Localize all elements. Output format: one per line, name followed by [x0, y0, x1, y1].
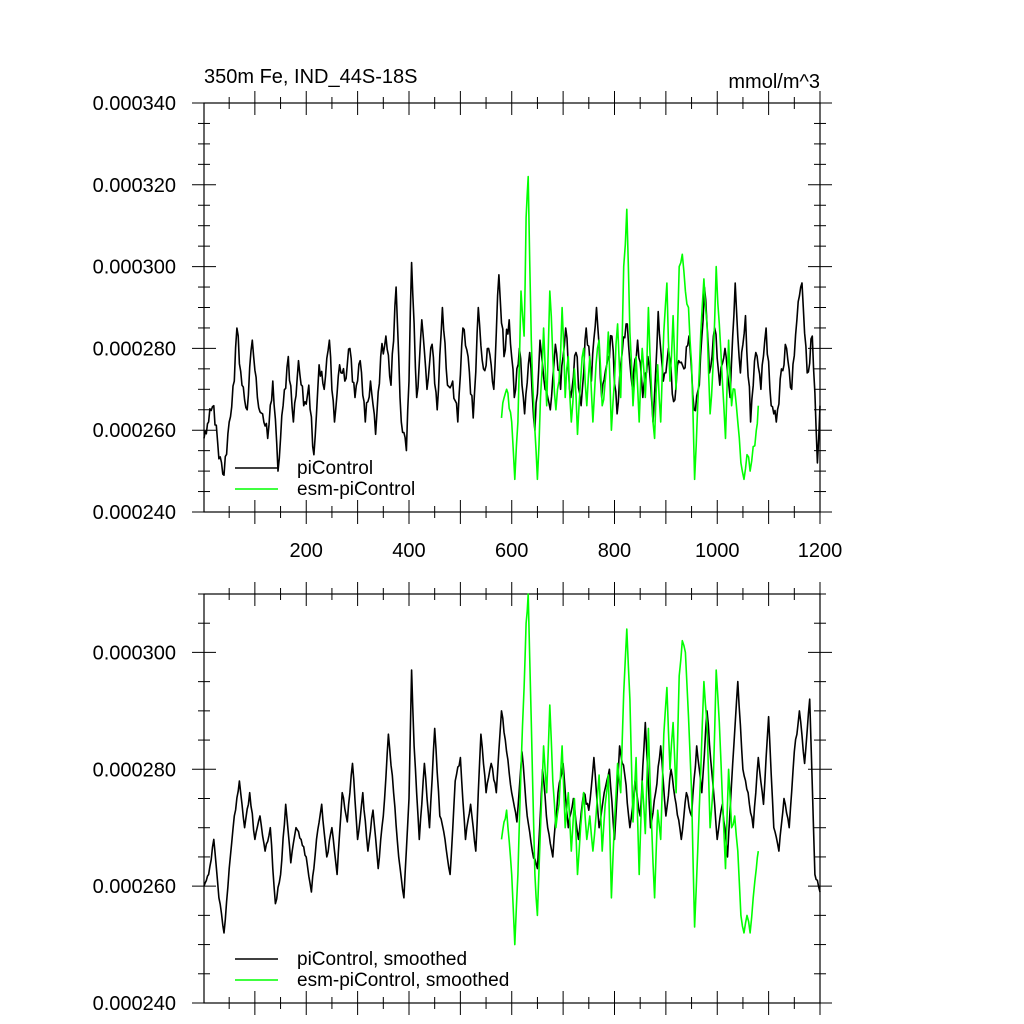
y-tick-label: 0.000240 [93, 502, 176, 524]
legend-label: piControl [297, 458, 373, 479]
series-line-picontrol [203, 261, 821, 476]
bottom-panel: 0.000240 0.000260 0.000280 0.000300 piContro… [93, 582, 832, 1015]
x-tick-label: 1200 [798, 540, 843, 562]
plot-frame [203, 102, 821, 513]
y-tick-label: 0.000260 [93, 420, 176, 442]
top-panel: 350m Fe, IND_44S-18S mmol/m^3 0.000240 0.… [93, 66, 843, 562]
x-tick-label: 600 [495, 540, 528, 562]
y-tick-label: 0.000300 [93, 642, 176, 664]
legend-label: piControl, smoothed [297, 949, 467, 970]
x-tick-label: 200 [290, 540, 323, 562]
series-line-esm-picontrol [500, 175, 760, 481]
x-tick-label: 800 [598, 540, 631, 562]
legend-label: esm-piControl, smoothed [297, 970, 509, 991]
y-tick-label: 0.000280 [93, 338, 176, 360]
y-tick-label: 0.000260 [93, 876, 176, 898]
chart-title: 350m Fe, IND_44S-18S [204, 66, 417, 88]
legend-label: esm-piControl [297, 479, 415, 500]
x-tick-label: 400 [392, 540, 425, 562]
y-tick-label: 0.000240 [93, 993, 176, 1015]
y-tick-label: 0.000300 [93, 257, 176, 279]
y-tick-label: 0.000280 [93, 759, 176, 781]
x-tick-label: 1000 [695, 540, 740, 562]
series-line-esm-picontrol [500, 593, 760, 946]
units-label: mmol/m^3 [728, 71, 820, 93]
series-line-picontrol [203, 669, 821, 934]
y-tick-label: 0.000320 [93, 175, 176, 197]
y-tick-label: 0.000340 [93, 93, 176, 115]
